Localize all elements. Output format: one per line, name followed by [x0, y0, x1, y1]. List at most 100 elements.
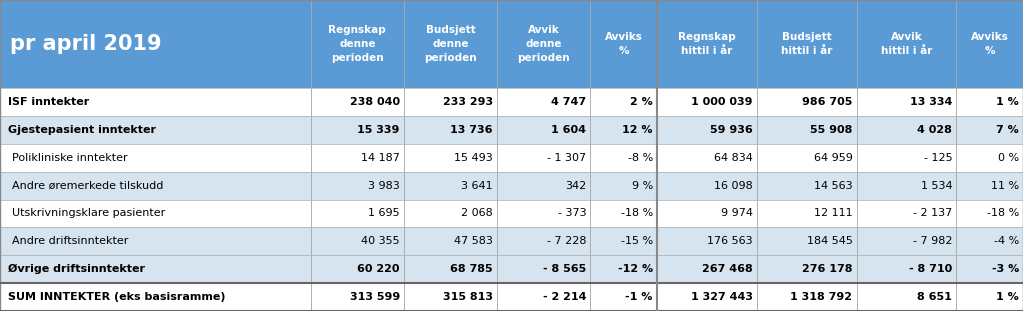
Text: 12 %: 12 % [622, 125, 653, 135]
Text: Budsjett: Budsjett [426, 25, 476, 35]
Bar [0, 144, 311, 172]
Text: 59 936: 59 936 [710, 125, 753, 135]
Text: - 7 982: - 7 982 [913, 236, 952, 246]
Bar [0, 88, 311, 116]
Bar [0, 199, 1023, 227]
Bar [757, 144, 856, 172]
Text: Gjestepasient inntekter: Gjestepasient inntekter [8, 125, 157, 135]
Bar [404, 199, 497, 227]
Bar [0, 227, 311, 255]
Bar [957, 199, 1023, 227]
Text: 233 293: 233 293 [443, 97, 493, 107]
Text: 64 959: 64 959 [813, 153, 852, 163]
Bar [497, 0, 590, 88]
Bar [0, 283, 311, 311]
Bar [311, 283, 404, 311]
Bar [497, 144, 590, 172]
Text: 13 334: 13 334 [910, 97, 952, 107]
Bar [0, 199, 311, 227]
Text: 12 111: 12 111 [814, 208, 852, 218]
Text: Andre øremerkede tilskudd: Andre øremerkede tilskudd [12, 181, 164, 191]
Text: pr april 2019: pr april 2019 [10, 34, 162, 54]
Bar [0, 88, 1023, 116]
Bar [657, 172, 757, 199]
Bar [311, 172, 404, 199]
Bar [311, 199, 404, 227]
Bar [404, 88, 497, 116]
Bar [311, 88, 404, 116]
Bar [657, 144, 757, 172]
Bar [856, 255, 957, 283]
Text: hittil i år: hittil i år [781, 46, 833, 56]
Bar [856, 116, 957, 144]
Text: ISF inntekter: ISF inntekter [8, 97, 89, 107]
Bar [657, 88, 757, 116]
Bar [497, 255, 590, 283]
Text: perioden: perioden [331, 53, 384, 63]
Bar [590, 199, 657, 227]
Text: hittil i år: hittil i år [681, 46, 732, 56]
Text: 1 000 039: 1 000 039 [692, 97, 753, 107]
Text: Avviks: Avviks [605, 32, 642, 42]
Bar [0, 172, 311, 199]
Bar [757, 255, 856, 283]
Text: 1 534: 1 534 [921, 181, 952, 191]
Text: %: % [984, 46, 995, 56]
Text: 2 068: 2 068 [461, 208, 493, 218]
Bar [657, 227, 757, 255]
Text: - 2 214: - 2 214 [542, 292, 586, 302]
Text: denne: denne [433, 39, 469, 49]
Bar [404, 255, 497, 283]
Text: Polikliniske inntekter: Polikliniske inntekter [12, 153, 128, 163]
Bar [657, 283, 757, 311]
Text: Avvik: Avvik [891, 32, 923, 42]
Text: -12 %: -12 % [618, 264, 653, 274]
Bar [957, 227, 1023, 255]
Text: perioden: perioden [518, 53, 570, 63]
Text: 267 468: 267 468 [702, 264, 753, 274]
Text: - 8 565: - 8 565 [543, 264, 586, 274]
Bar [590, 283, 657, 311]
Bar [757, 227, 856, 255]
Bar [957, 144, 1023, 172]
Bar [0, 283, 1023, 311]
Text: denne: denne [339, 39, 375, 49]
Bar [657, 116, 757, 144]
Text: -1 %: -1 % [625, 292, 653, 302]
Bar [497, 283, 590, 311]
Text: Andre driftsinntekter: Andre driftsinntekter [12, 236, 129, 246]
Bar [311, 255, 404, 283]
Text: 15 493: 15 493 [454, 153, 493, 163]
Bar [0, 116, 1023, 144]
Text: 1 604: 1 604 [551, 125, 586, 135]
Text: -15 %: -15 % [621, 236, 653, 246]
Text: 55 908: 55 908 [810, 125, 852, 135]
Text: -18 %: -18 % [621, 208, 653, 218]
Bar [757, 116, 856, 144]
Bar [590, 88, 657, 116]
Text: 9 %: 9 % [631, 181, 653, 191]
Text: 3 983: 3 983 [368, 181, 400, 191]
Bar [957, 116, 1023, 144]
Bar [757, 199, 856, 227]
Text: Utskrivningsklare pasienter: Utskrivningsklare pasienter [12, 208, 166, 218]
Bar [497, 88, 590, 116]
Text: denne: denne [526, 39, 562, 49]
Text: -4 %: -4 % [993, 236, 1019, 246]
Bar [0, 0, 311, 88]
Text: 276 178: 276 178 [802, 264, 852, 274]
Bar [0, 172, 1023, 199]
Text: 14 187: 14 187 [361, 153, 400, 163]
Text: 15 339: 15 339 [357, 125, 400, 135]
Text: - 7 228: - 7 228 [546, 236, 586, 246]
Bar [311, 116, 404, 144]
Bar [856, 0, 957, 88]
Bar [0, 116, 311, 144]
Text: 1 %: 1 % [996, 292, 1019, 302]
Text: - 2 137: - 2 137 [914, 208, 952, 218]
Text: - 373: - 373 [558, 208, 586, 218]
Text: 1 327 443: 1 327 443 [691, 292, 753, 302]
Text: -18 %: -18 % [986, 208, 1019, 218]
Bar [590, 255, 657, 283]
Text: 47 583: 47 583 [454, 236, 493, 246]
